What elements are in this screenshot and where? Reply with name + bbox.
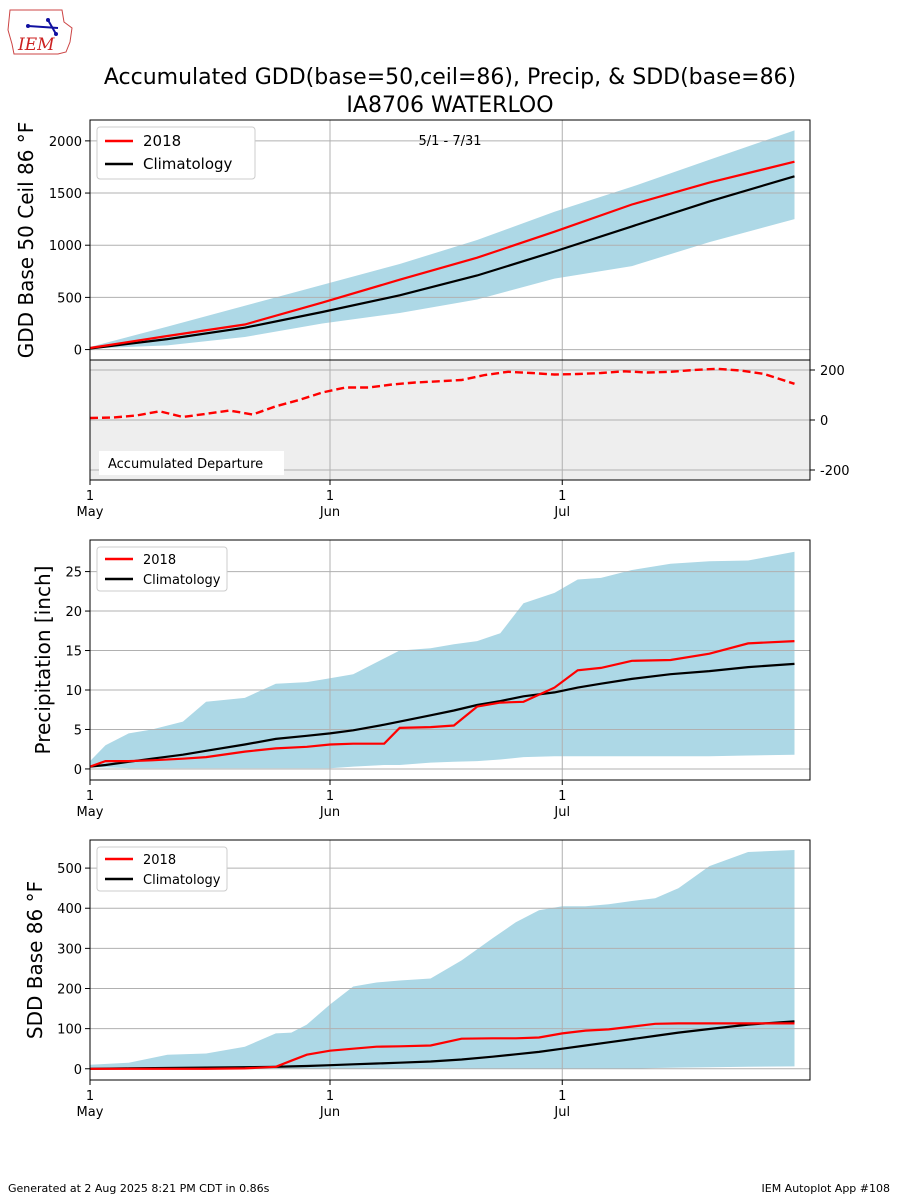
y-tick-label: 15 [65,645,82,660]
y-tick-label: 1000 [49,239,82,254]
y-axis-label: GDD Base 50 Ceil 86 °F [14,122,38,359]
gdd-panel: 0 500 1000 1500 2000 GDD Base 50 Ceil 86 °F 20… [14,119,811,361]
x-tick-label-month: Jun [319,505,340,520]
y-tick-label: 0 [74,1063,82,1078]
x-tick-label-month: Jun [319,1105,340,1120]
legend-label-climatology: Climatology [143,873,221,888]
x-tick-label-month: Jul [553,1105,570,1120]
y-tick-label: 1500 [49,187,82,202]
legend-box [96,126,256,180]
title-line-1: Accumulated GDD(base=50,ceil=86), Precip… [104,65,796,90]
x-tick-label-day: 1 [558,789,566,804]
y-tick-label: -200 [820,464,850,479]
y-tick-label: 25 [65,566,82,581]
departure-line [89,367,795,420]
range-band [90,551,795,769]
y-tick-label: 0 [74,763,82,778]
y-tick-label: 0 [820,414,828,429]
series-line-2018 [89,160,795,350]
title-line-2: IA8706 WATERLOO [346,93,553,118]
departure-label: Accumulated Departure [108,457,263,472]
range-band [90,130,795,349]
x-tick-label-day: 1 [558,489,566,504]
x-tick-label-month: May [77,805,104,820]
departure-label-box [99,451,284,475]
date-range-annotation: 5/1 - 7/31 [418,134,481,149]
x-tick-label-month: Jul [553,805,570,820]
series-line-climatology [89,662,795,768]
x-tick-label-day: 1 [326,489,334,504]
legend-label-2018: 2018 [143,553,176,568]
y-tick-label: 0 [74,344,82,359]
iem-logo: IEM [7,9,73,55]
footer-generated: Generated at 2 Aug 2025 8:21 PM CDT in 0… [8,1182,270,1195]
y-tick-label: 5 [74,723,82,738]
x-tick-label-month: May [77,505,104,520]
series-line-2018 [89,640,795,768]
y-tick-label: 500 [57,291,82,306]
y-tick-label: 100 [57,1023,82,1038]
x-tick-label-day: 1 [326,1089,334,1104]
x-tick-label-month: Jun [319,805,340,820]
x-tick-label-day: 1 [326,789,334,804]
x-tick-label-day: 1 [86,489,94,504]
x-tick-label-day: 1 [558,1089,566,1104]
x-tick-label-day: 1 [86,789,94,804]
legend-label-climatology: Climatology [143,573,221,588]
y-tick-label: 300 [57,942,82,957]
plot-frame [89,539,811,781]
legend-label-2018: 2018 [143,853,176,868]
legend-label-2018: 2018 [143,132,181,150]
range-band [90,850,795,1069]
y-tick-label: 10 [65,684,82,699]
series-line-climatology [89,175,795,350]
y-tick-label: 2000 [49,135,82,150]
x-tick-label-month: Jul [553,505,570,520]
x-tick-label-day: 1 [86,1089,94,1104]
plot-frame [89,839,811,1081]
logo-text: IEM [17,35,55,55]
legend-label-climatology: Climatology [143,155,233,173]
y-tick-label: 20 [65,605,82,620]
series-line-2018 [90,1022,795,1070]
x-tick-label-month: May [77,1105,104,1120]
y-axis-label: Precipitation [inch] [31,566,55,755]
y-tick-label: 200 [820,364,845,379]
y-tick-label: 400 [57,902,82,917]
footer-app: IEM Autoplot App #108 [762,1182,891,1195]
y-tick-label: 500 [57,862,82,877]
y-tick-label: 200 [57,982,82,997]
y-axis-label: SDD Base 86 °F [23,881,47,1039]
